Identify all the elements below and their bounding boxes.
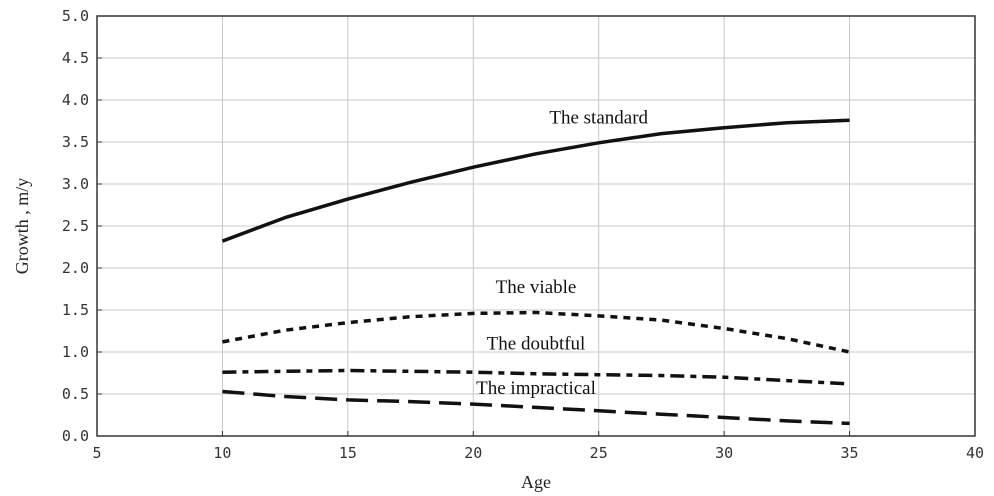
y-tick-label: 4.5 [62, 49, 89, 67]
y-tick-label: 4.0 [62, 91, 89, 109]
x-tick-label: 30 [715, 444, 733, 462]
y-tick-label: 0.5 [62, 385, 89, 403]
series-line-2 [222, 310, 850, 354]
x-tick-label: 10 [213, 444, 231, 462]
x-tick-label: 35 [841, 444, 859, 462]
series-labels: The standard The viable The doubtful The im… [476, 108, 648, 399]
y-tick-label: 1.0 [62, 343, 89, 361]
x-tick-label: 20 [464, 444, 482, 462]
y-tick-label: 3.0 [62, 175, 89, 193]
ticks: 0.0 0.5 1.0 1.5 2.0 2.5 3.0 3.5 4.0 4.5 5.0 5 10 15 20… [62, 7, 984, 462]
series-line-1 [221, 118, 850, 243]
y-tick-label: 3.5 [62, 133, 89, 151]
y-tick-label: 1.5 [62, 301, 89, 319]
y-tick-label: 0.0 [62, 427, 89, 445]
series-line-4 [222, 389, 850, 426]
y-tick-label: 5.0 [62, 7, 89, 25]
series-label-2: The viable [496, 277, 577, 298]
x-tick-label: 25 [590, 444, 608, 462]
x-tick-label: 5 [92, 444, 101, 462]
series-line-3 [222, 368, 850, 386]
y-tick-label: 2.5 [62, 217, 89, 235]
x-axis-title: Age [521, 472, 551, 492]
y-axis-title: Growth , m/y [12, 178, 32, 275]
series-label-1: The standard [549, 108, 648, 129]
x-tick-label: 15 [339, 444, 357, 462]
y-tick-label: 2.0 [62, 259, 89, 277]
x-tick-label: 40 [966, 444, 984, 462]
series [221, 118, 850, 426]
grid [96, 15, 976, 437]
series-label-3: The doubtful [487, 333, 586, 354]
series-label-4: The impractical [476, 378, 596, 399]
